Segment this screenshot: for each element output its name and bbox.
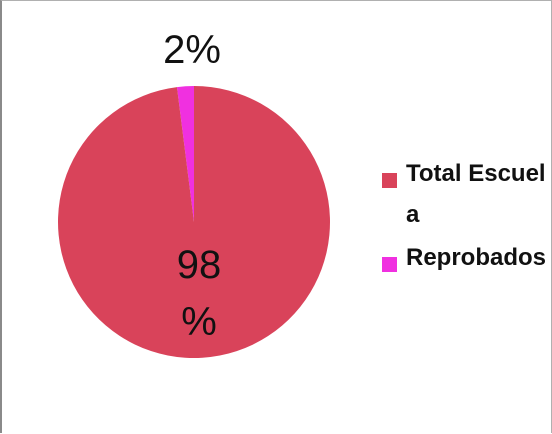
legend: Total Escuela Reprobados [382, 153, 552, 280]
legend-swatch-total-escuela [382, 173, 397, 188]
legend-swatch-reprobados [382, 257, 397, 272]
data-label-total-escuela-percent: % [181, 300, 217, 344]
data-label-total-escuela-number: 98 [177, 243, 222, 287]
pie-slices [58, 86, 331, 358]
legend-label-total-escuela: Total Escuela [406, 160, 546, 228]
legend-label-reprobados: Reprobados [406, 244, 547, 271]
data-label-reprobados: 2% [163, 28, 221, 72]
pie-slice-reprobados [176, 86, 194, 222]
legend-item-total-escuela: Total Escuela [382, 153, 552, 235]
legend-item-reprobados: Reprobados [382, 237, 552, 278]
pie-slice-total-escuela [58, 86, 331, 358]
